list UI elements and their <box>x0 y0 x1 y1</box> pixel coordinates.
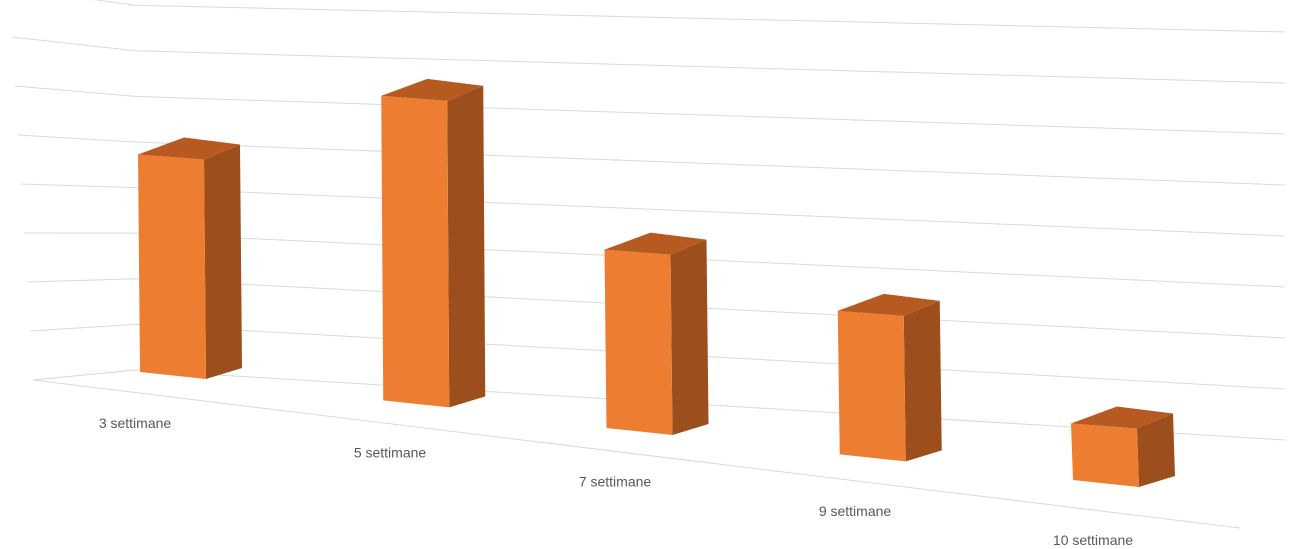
bar-front-face <box>837 310 906 462</box>
category-label: 5 settimane <box>354 444 427 460</box>
bar-front-face <box>381 95 450 408</box>
gridlines <box>11 0 1286 529</box>
bar-side-face <box>447 85 486 408</box>
gridline <box>11 36 1286 84</box>
bar-side-face <box>204 144 242 379</box>
gridline <box>20 183 1286 237</box>
bar-front-face <box>1071 423 1139 487</box>
bar-top-face <box>138 137 240 160</box>
bar-top-face <box>381 78 484 101</box>
floor-line <box>32 379 1241 529</box>
category-labels: 3 settimane 5 settimane 7 settimane 9 setti… <box>99 415 1133 548</box>
bar <box>1071 406 1175 487</box>
category-label: 10 settimane <box>1053 532 1133 548</box>
bars <box>138 78 1175 487</box>
bar <box>837 293 942 462</box>
gridline <box>23 232 1286 288</box>
bar-front-face <box>138 154 206 379</box>
bar-side-face <box>1137 413 1175 487</box>
bar-top-face <box>1071 406 1173 429</box>
bar-side-face <box>903 300 942 462</box>
gridline <box>93 0 1286 33</box>
bar-top-face <box>837 293 940 316</box>
bar <box>138 137 242 379</box>
bar-top-face <box>604 232 707 255</box>
category-label: 9 settimane <box>819 503 892 519</box>
gridline <box>14 85 1286 135</box>
bar-side-face <box>670 239 709 435</box>
gridline <box>17 134 1286 186</box>
bar-front-face <box>604 249 673 435</box>
category-label: 7 settimane <box>579 474 652 490</box>
bar <box>604 232 709 435</box>
bar <box>381 78 486 408</box>
category-label: 3 settimane <box>99 415 172 431</box>
